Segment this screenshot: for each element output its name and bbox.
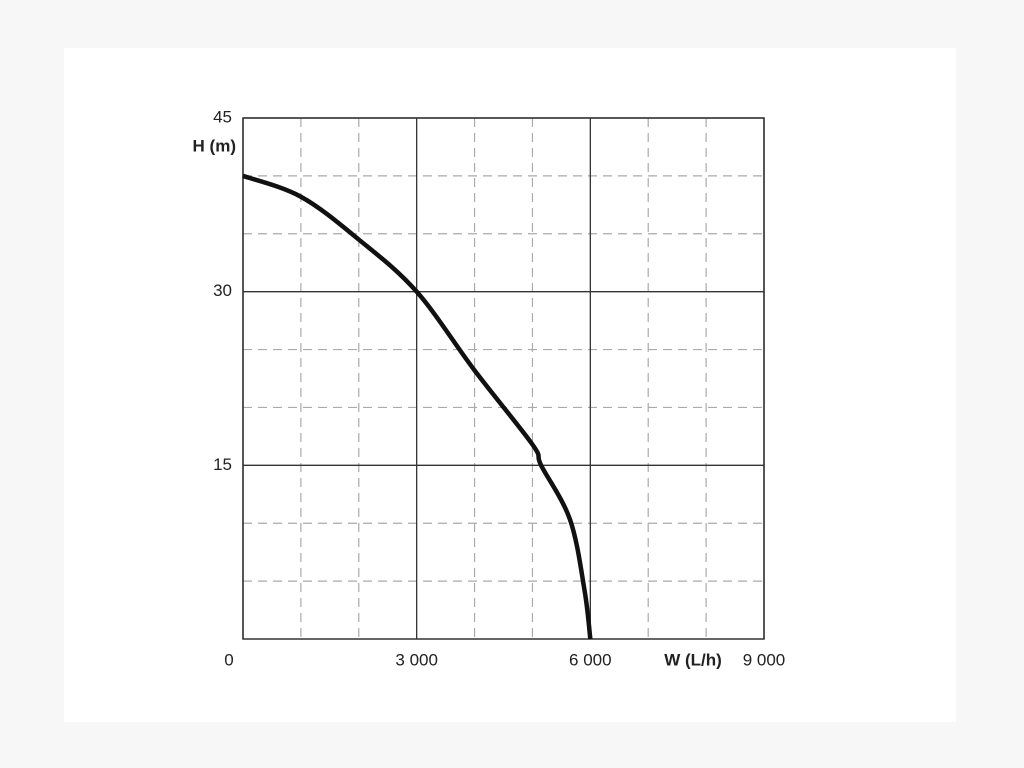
- x-tick-label: 0: [224, 650, 233, 669]
- x-tick-label: 3 000: [395, 650, 438, 669]
- y-tick-label: 30: [213, 281, 232, 300]
- pump-curve: [242, 173, 593, 640]
- chart-background: [64, 48, 956, 722]
- y-tick-label: 15: [213, 455, 232, 474]
- plot-frame: [242, 117, 765, 640]
- x-tick-label: 6 000: [569, 650, 612, 669]
- y-tick-label: 45: [213, 107, 232, 126]
- y-axis-title: H (m): [193, 136, 236, 155]
- x-tick-label: 9 000: [743, 650, 786, 669]
- x-axis-title: W (L/h): [664, 650, 722, 669]
